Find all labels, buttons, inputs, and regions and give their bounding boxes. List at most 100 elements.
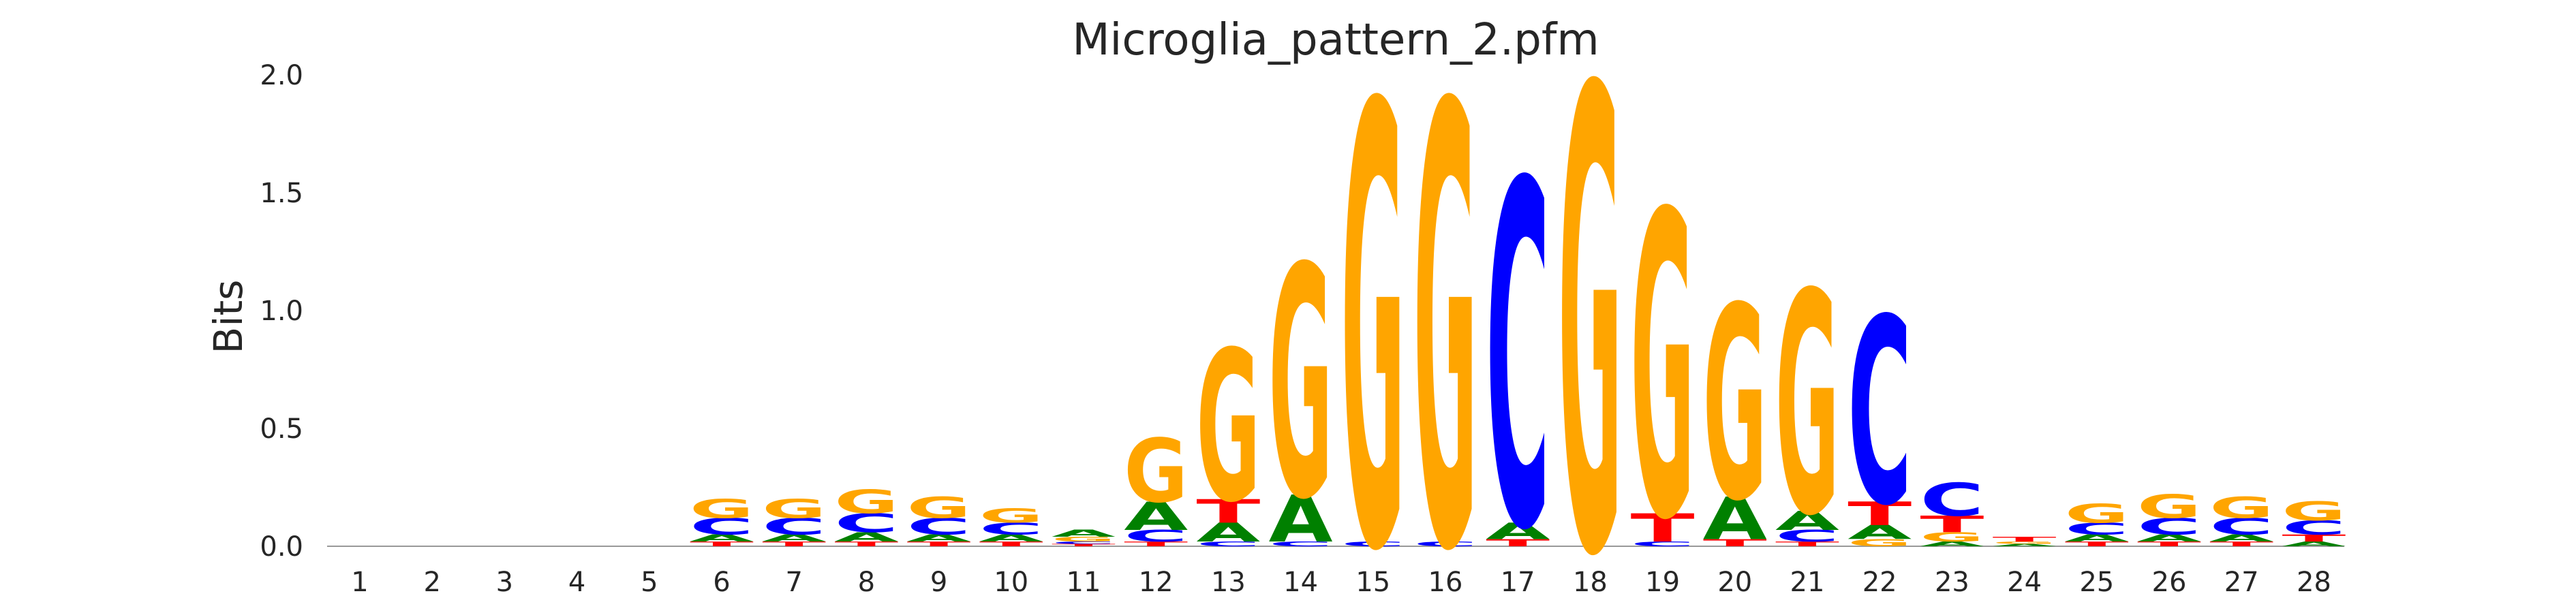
logo-letter-G: G [2137,488,2201,526]
logo-letter-G: G [1341,0,1405,613]
x-tick-label: 1 [351,567,368,598]
x-tick-label: 3 [496,567,513,598]
logo-letter-G: G [690,494,754,524]
logo-letter-T: T [2137,540,2202,548]
x-tick-label: 8 [858,567,875,598]
logo-letter-C: C [1920,474,1984,526]
logo-letter-A: A [1920,540,1984,548]
logo-position-18: G [1558,0,1622,613]
logo-letter-C: C [2065,520,2129,539]
x-tick-label: 22 [1862,567,1897,598]
logo-letter-A: A [762,533,826,544]
x-axis: 1 2 3 4 5 6 7 8 9 10 11 12 13 14 15 16 17 18 19 20 21 22 23 24 2… [351,567,2331,598]
logo-letter-T: T [1052,544,1116,548]
logo-letter-G: G [1847,537,1912,549]
logo-position-17: TAC [1486,84,1550,613]
x-tick-label: 20 [1717,567,1752,598]
y-tick-label: 0.0 [260,531,303,563]
logo-letter-G: G [1124,420,1188,522]
y-tick-label: 2.0 [260,60,303,91]
logo-letter-A: A [1847,521,1912,544]
logo-letter-G: G [907,491,971,524]
logo-letter-C: C [1196,540,1260,548]
logo-letter-A: A [2282,540,2346,548]
x-tick-label: 24 [2007,567,2042,598]
logo-letter-C: C [2137,514,2201,540]
logo-letter-G: G [834,484,898,521]
x-tick-label: 10 [994,567,1028,598]
logo-letter-C: C [1847,266,1912,563]
logo-letter-G: G [2282,497,2346,526]
x-tick-label: 18 [1573,567,1608,598]
x-tick-label: 15 [1355,567,1390,598]
logo-letter-C: C [762,514,826,540]
logo-position-24: AGT [1993,535,2057,547]
logo-letter-C: C [2209,514,2273,540]
logo-letter-A: A [907,533,971,544]
logo-letter-G: G [1269,201,1333,569]
logo-letter-T: T [1775,540,1840,548]
logo-letter-A: A [2065,533,2129,544]
logo-letter-G: G [1703,251,1767,559]
logo-letter-G: G [1558,0,1622,613]
logo-letter-G: G [2065,499,2129,529]
logo-letter-T: T [690,540,754,548]
x-tick-label: 16 [1428,567,1463,598]
logo-letter-T: T [907,540,972,548]
y-tick-label: 1.5 [260,178,303,209]
logo-letter-C: C [1486,84,1550,613]
logo-position-15: CG [1341,0,1405,613]
logo-letter-T: T [762,540,827,548]
x-tick-label: 13 [1211,567,1246,598]
logo-letter-A: A [1124,494,1188,539]
x-tick-label: 12 [1139,567,1174,598]
logo-letter-A: A [1486,518,1550,545]
logo-letter-G: G [1413,0,1477,613]
x-tick-label: 21 [1790,567,1825,598]
logo-letter-G: G [762,494,826,524]
logo-position-14: CAG [1269,201,1333,569]
logo-letter-T: T [979,540,1044,548]
y-tick-label: 0.5 [260,413,303,445]
logo-letter-T: T [1847,495,1912,533]
logo-letter-C: C [1124,526,1188,546]
logo-letter-C: C [834,508,898,538]
logo-letter-C: C [1631,540,1695,548]
logo-letter-T: T [1124,540,1189,548]
logo-letter-T: T [2209,540,2274,548]
logo-letter-T: T [1993,535,2057,543]
logo-letter-A: A [834,530,898,545]
logo-letter-A: A [979,533,1043,544]
logo-letter-A: A [1196,518,1260,548]
logo-position-20: TAG [1703,251,1767,559]
logo-letter-G: G [979,505,1043,527]
logo-letter-G: G [1993,541,2057,545]
logo-position-16: CG [1413,0,1477,613]
logo-letter-C: C [979,520,1043,539]
x-tick-label: 26 [2152,567,2187,598]
logo-letter-G: G [2209,491,2273,524]
y-tick-label: 1.0 [260,296,303,327]
y-axis: 0.0 0.5 1.0 1.5 2.0 [260,60,303,563]
x-tick-label: 2 [423,567,440,598]
x-tick-label: 9 [930,567,947,598]
logo-letter-A: A [1993,544,2057,548]
logo-letter-T: T [2065,540,2130,548]
logo-letter-C: C [1052,541,1116,544]
logo-letter-C: C [1775,526,1839,546]
logo-letter-G: G [1631,126,1695,612]
logo-letter-C: C [1341,540,1405,548]
x-tick-label: 6 [713,567,730,598]
x-tick-label: 28 [2297,567,2331,598]
